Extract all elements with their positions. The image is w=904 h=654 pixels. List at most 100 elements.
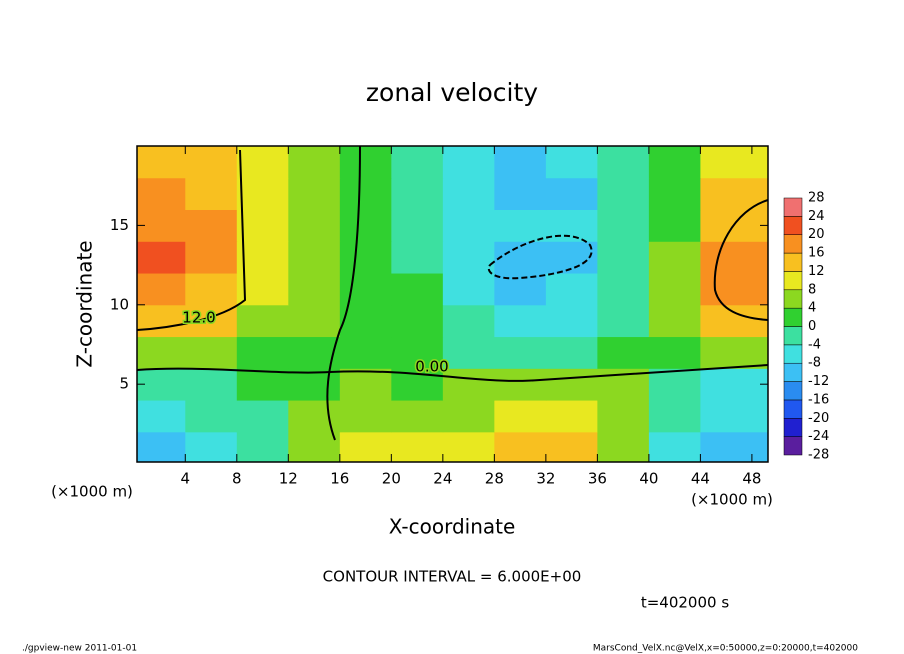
- contour-label: 12.0: [182, 309, 215, 327]
- heat-cell: [137, 273, 186, 306]
- x-tick-label: 48: [742, 470, 761, 488]
- heat-cell: [648, 273, 701, 306]
- heat-cell: [648, 400, 701, 433]
- heat-cell: [442, 209, 495, 242]
- x-tick-label: 16: [330, 470, 349, 488]
- heat-cell: [597, 273, 650, 306]
- heat-cell: [545, 336, 598, 369]
- heat-cell: [648, 209, 701, 242]
- heat-cell: [137, 400, 186, 433]
- time-label: t=402000 s: [641, 594, 729, 612]
- y-tick-label: 15: [110, 216, 129, 234]
- heat-cell: [494, 177, 547, 211]
- heat-cell: [700, 304, 769, 338]
- heat-cell: [137, 368, 186, 401]
- heat-cell: [648, 431, 701, 463]
- x-tick-label: 32: [536, 470, 555, 488]
- x-axis-label: X-coordinate: [389, 515, 516, 539]
- heat-cell: [648, 241, 701, 274]
- x-tick-label: 20: [382, 470, 401, 488]
- heat-cell: [597, 304, 650, 338]
- heat-cell: [494, 368, 547, 401]
- heat-cell: [442, 336, 495, 369]
- chart-title: zonal velocity: [366, 78, 538, 107]
- heat-cell: [442, 177, 495, 211]
- colorbar-bin: [783, 436, 803, 456]
- heat-cell: [137, 336, 186, 369]
- x-tick-label: 36: [588, 470, 607, 488]
- heat-cell: [597, 241, 650, 274]
- heat-cell: [137, 209, 186, 242]
- heat-cell: [545, 177, 598, 211]
- heat-cell: [545, 400, 598, 433]
- x-tick-label: 8: [232, 470, 242, 488]
- heat-cell: [494, 431, 547, 463]
- heat-cell: [648, 177, 701, 211]
- colorbar-label: 28: [808, 191, 825, 206]
- heat-cell: [339, 368, 392, 401]
- heat-cell: [494, 273, 547, 306]
- heat-cell: [339, 431, 392, 463]
- y-unit-label: (×1000 m): [51, 483, 133, 501]
- heat-cell: [494, 241, 547, 274]
- colorbar-label: -12: [808, 374, 829, 389]
- colorbar-label: -8: [808, 356, 821, 371]
- heat-cell: [545, 431, 598, 463]
- heat-cell: [391, 146, 444, 179]
- heat-cell: [700, 400, 769, 433]
- heat-cell: [185, 209, 238, 242]
- contour-line: [713, 199, 769, 321]
- heat-cell: [597, 431, 650, 463]
- x-tick-label: 4: [181, 470, 191, 488]
- heat-cell: [288, 400, 341, 433]
- heat-cell: [597, 177, 650, 211]
- heat-cell: [545, 304, 598, 338]
- heat-cell: [339, 273, 392, 306]
- heat-cell: [236, 400, 289, 433]
- heat-cell: [391, 304, 444, 338]
- footer-left: ./gpview-new 2011-01-01: [22, 644, 137, 654]
- heat-cell: [391, 431, 444, 463]
- heat-cell: [339, 177, 392, 211]
- heat-cell: [391, 336, 444, 369]
- x-tick-label: 12: [279, 470, 298, 488]
- heat-cell: [494, 209, 547, 242]
- colorbar-label: -4: [808, 337, 821, 352]
- colorbar-label: 4: [808, 301, 816, 316]
- heat-cell: [700, 336, 769, 369]
- contour-note: CONTOUR INTERVAL = 6.000E+00: [323, 568, 582, 586]
- heat-cell: [442, 431, 495, 463]
- heat-cell: [391, 177, 444, 211]
- heat-cell: [648, 368, 701, 401]
- colorbar-bin: [783, 344, 803, 364]
- heat-cell: [236, 304, 289, 338]
- heat-cell: [137, 431, 186, 463]
- heat-cell: [442, 273, 495, 306]
- heat-cell: [185, 177, 238, 211]
- contour-line: [487, 234, 593, 280]
- heat-cell: [288, 273, 341, 306]
- heat-cell: [442, 368, 495, 401]
- x-tick-label: 40: [639, 470, 658, 488]
- y-tick-label: 10: [110, 295, 129, 313]
- heat-cell: [236, 177, 289, 211]
- heat-cell: [494, 304, 547, 338]
- heat-cell: [339, 336, 392, 369]
- heat-cell: [494, 146, 547, 179]
- colorbar-label: 20: [808, 227, 825, 242]
- heat-cell: [545, 273, 598, 306]
- heat-cell: [597, 146, 650, 179]
- heat-cell: [236, 336, 289, 369]
- colorbar-bin: [783, 271, 803, 291]
- heat-cell: [137, 304, 186, 338]
- colorbar-bin: [783, 399, 803, 419]
- heat-cell: [236, 368, 289, 401]
- heat-cell: [700, 273, 769, 306]
- heat-cell: [700, 368, 769, 401]
- heat-cell: [545, 209, 598, 242]
- colorbar-bin: [783, 252, 803, 272]
- heat-cell: [442, 146, 495, 179]
- heat-cell: [339, 146, 392, 179]
- heat-cell: [391, 273, 444, 306]
